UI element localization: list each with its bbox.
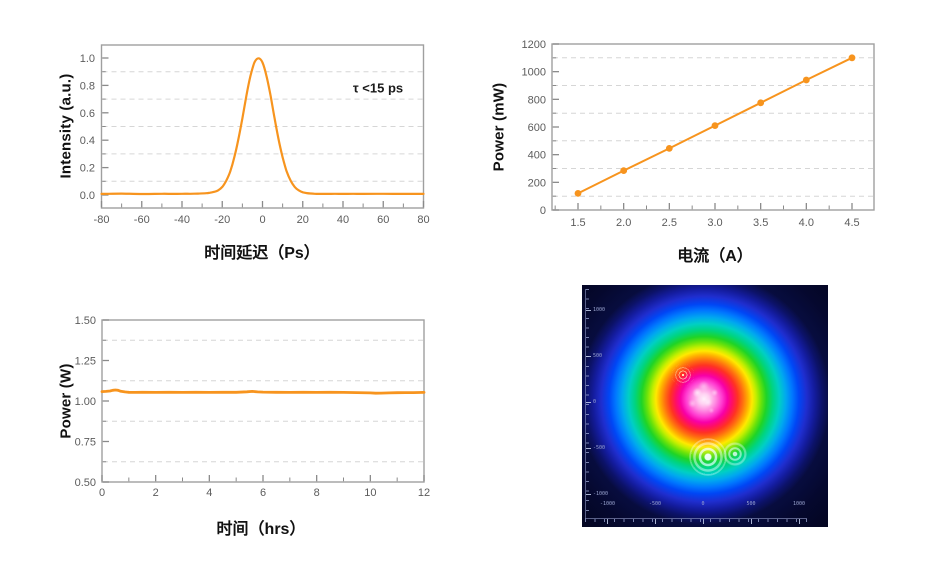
y-tick-label: 0.2 bbox=[80, 163, 95, 175]
power-stability-plot: 0.50 0.75 1.00 1.25 1.50 0 2 4 6 8 10 12 bbox=[75, 315, 431, 499]
x-tick-label: 40 bbox=[337, 214, 349, 226]
y-tick-label: 0.50 bbox=[75, 477, 96, 489]
beam-y-tick-label: 1000 bbox=[593, 307, 606, 313]
data-point-marker bbox=[711, 122, 719, 129]
y-tick-label: 200 bbox=[528, 177, 546, 189]
beam-y-major-tick bbox=[586, 310, 591, 311]
beam-x-axis-ticks bbox=[585, 519, 807, 522]
x-tick-label: 2 bbox=[153, 487, 159, 499]
y-tick-label: 400 bbox=[528, 150, 546, 162]
data-point-marker bbox=[574, 190, 582, 197]
x-tick-label: 3.5 bbox=[753, 217, 768, 229]
x-tick-label: 6 bbox=[260, 487, 266, 499]
x-tick-label: 2.0 bbox=[616, 217, 631, 229]
plot-frame bbox=[551, 43, 875, 211]
stability-x-axis-title: 时间（hrs） bbox=[216, 521, 306, 538]
y-tick-label: 1000 bbox=[522, 67, 546, 79]
beam-y-tick-label: -1000 bbox=[593, 491, 609, 497]
y-tick-label: 1.50 bbox=[75, 315, 96, 327]
pulse-width-annotation: τ <15 ps bbox=[352, 80, 404, 96]
data-point-marker bbox=[757, 99, 765, 107]
interference-ring bbox=[722, 441, 748, 467]
x-tick-label: 2.5 bbox=[662, 217, 677, 229]
beam-x-tick-label: -1000 bbox=[600, 501, 616, 507]
x-tick-label: 4.0 bbox=[799, 217, 814, 229]
beam-x-major-tick bbox=[655, 519, 656, 524]
y-tick-label: 0.0 bbox=[80, 190, 95, 202]
y-tick-label: 800 bbox=[528, 94, 546, 106]
x-tick-label: -60 bbox=[134, 214, 150, 226]
beam-x-major-tick bbox=[607, 519, 608, 524]
x-tick-label: 4 bbox=[206, 487, 212, 499]
data-point-marker bbox=[848, 54, 856, 62]
x-tick-label: 1.5 bbox=[570, 217, 585, 229]
y-tick-label: 0.8 bbox=[80, 80, 95, 92]
x-tick-label: 60 bbox=[377, 214, 389, 226]
beam-x-major-tick bbox=[799, 519, 800, 524]
y-tick-label: 0 bbox=[540, 205, 546, 217]
y-tick-label: 1.0 bbox=[80, 53, 95, 65]
data-point-marker bbox=[802, 76, 810, 84]
plot-frame bbox=[101, 319, 425, 483]
pi-curve-y-axis-title: Power (mW) bbox=[490, 82, 508, 172]
y-tick-label: 1200 bbox=[522, 39, 546, 51]
x-tick-label: 80 bbox=[417, 214, 429, 226]
x-tick-label: -20 bbox=[214, 214, 230, 226]
autocorrelation-plot: 0.0 0.2 0.4 0.6 0.8 1.0 -80 -60 -40 -20 0 20 40 60 80 bbox=[80, 44, 430, 226]
y-tick-label: 0.4 bbox=[80, 135, 95, 147]
pi-curve-x-axis-title: 电流（A） bbox=[677, 248, 753, 265]
beam-y-tick-label: -500 bbox=[593, 445, 606, 451]
data-point-marker bbox=[620, 167, 628, 175]
data-point-marker bbox=[665, 145, 673, 152]
x-tick-label: 20 bbox=[297, 214, 309, 226]
beam-x-major-tick bbox=[703, 519, 704, 524]
beam-y-major-tick bbox=[586, 494, 591, 495]
beam-y-tick-label: 0 bbox=[593, 399, 597, 405]
y-tick-label: 0.6 bbox=[80, 108, 95, 120]
beam-x-tick-label: -500 bbox=[648, 501, 662, 507]
y-tick-label: 1.25 bbox=[75, 356, 96, 368]
beam-x-tick-label: 1000 bbox=[792, 501, 806, 507]
beam-x-axis-line bbox=[585, 518, 807, 519]
beam-y-tick-label: 500 bbox=[593, 353, 603, 359]
stability-y-axis-title: Power (W) bbox=[57, 363, 75, 439]
power-vs-current-plot: 0 200 400 600 800 1000 1200 1.5 2.0 2.5 3.0 3.5 4.0 4… bbox=[522, 39, 875, 229]
beam-profile-image: 1000 500 0 -500 -1000 -1000 -500 0 500 1000 bbox=[582, 285, 828, 527]
x-tick-label: -40 bbox=[174, 214, 190, 226]
data-line bbox=[100, 388, 426, 395]
beam-y-axis-line bbox=[585, 289, 586, 519]
data-line bbox=[100, 57, 425, 196]
x-tick-label: 0 bbox=[259, 214, 265, 226]
beam-y-major-tick bbox=[586, 356, 591, 357]
x-tick-label: 4.5 bbox=[844, 217, 859, 229]
x-tick-label: 10 bbox=[364, 487, 376, 499]
x-tick-label: 8 bbox=[314, 487, 320, 499]
interference-ring bbox=[672, 364, 694, 386]
autocorr-x-axis-title: 时间延迟（Ps） bbox=[204, 245, 320, 262]
plot-frame bbox=[100, 44, 425, 209]
x-tick-label: 3.0 bbox=[707, 217, 722, 229]
beam-x-tick-label: 500 bbox=[746, 501, 756, 507]
y-tick-label: 1.00 bbox=[75, 396, 96, 408]
x-tick-label: 0 bbox=[99, 487, 105, 499]
beam-x-major-tick bbox=[751, 519, 752, 524]
y-tick-label: 600 bbox=[528, 122, 546, 134]
beam-y-axis-ticks bbox=[586, 289, 589, 519]
y-tick-label: 0.75 bbox=[75, 437, 96, 449]
interference-ring bbox=[689, 438, 727, 476]
beam-y-major-tick bbox=[586, 448, 591, 449]
x-tick-label: 12 bbox=[418, 487, 430, 499]
beam-x-tick-label: 0 bbox=[701, 501, 705, 507]
autocorr-y-axis-title: Intensity (a.u.) bbox=[57, 73, 75, 179]
x-tick-label: -80 bbox=[94, 214, 110, 226]
beam-y-major-tick bbox=[586, 402, 591, 403]
